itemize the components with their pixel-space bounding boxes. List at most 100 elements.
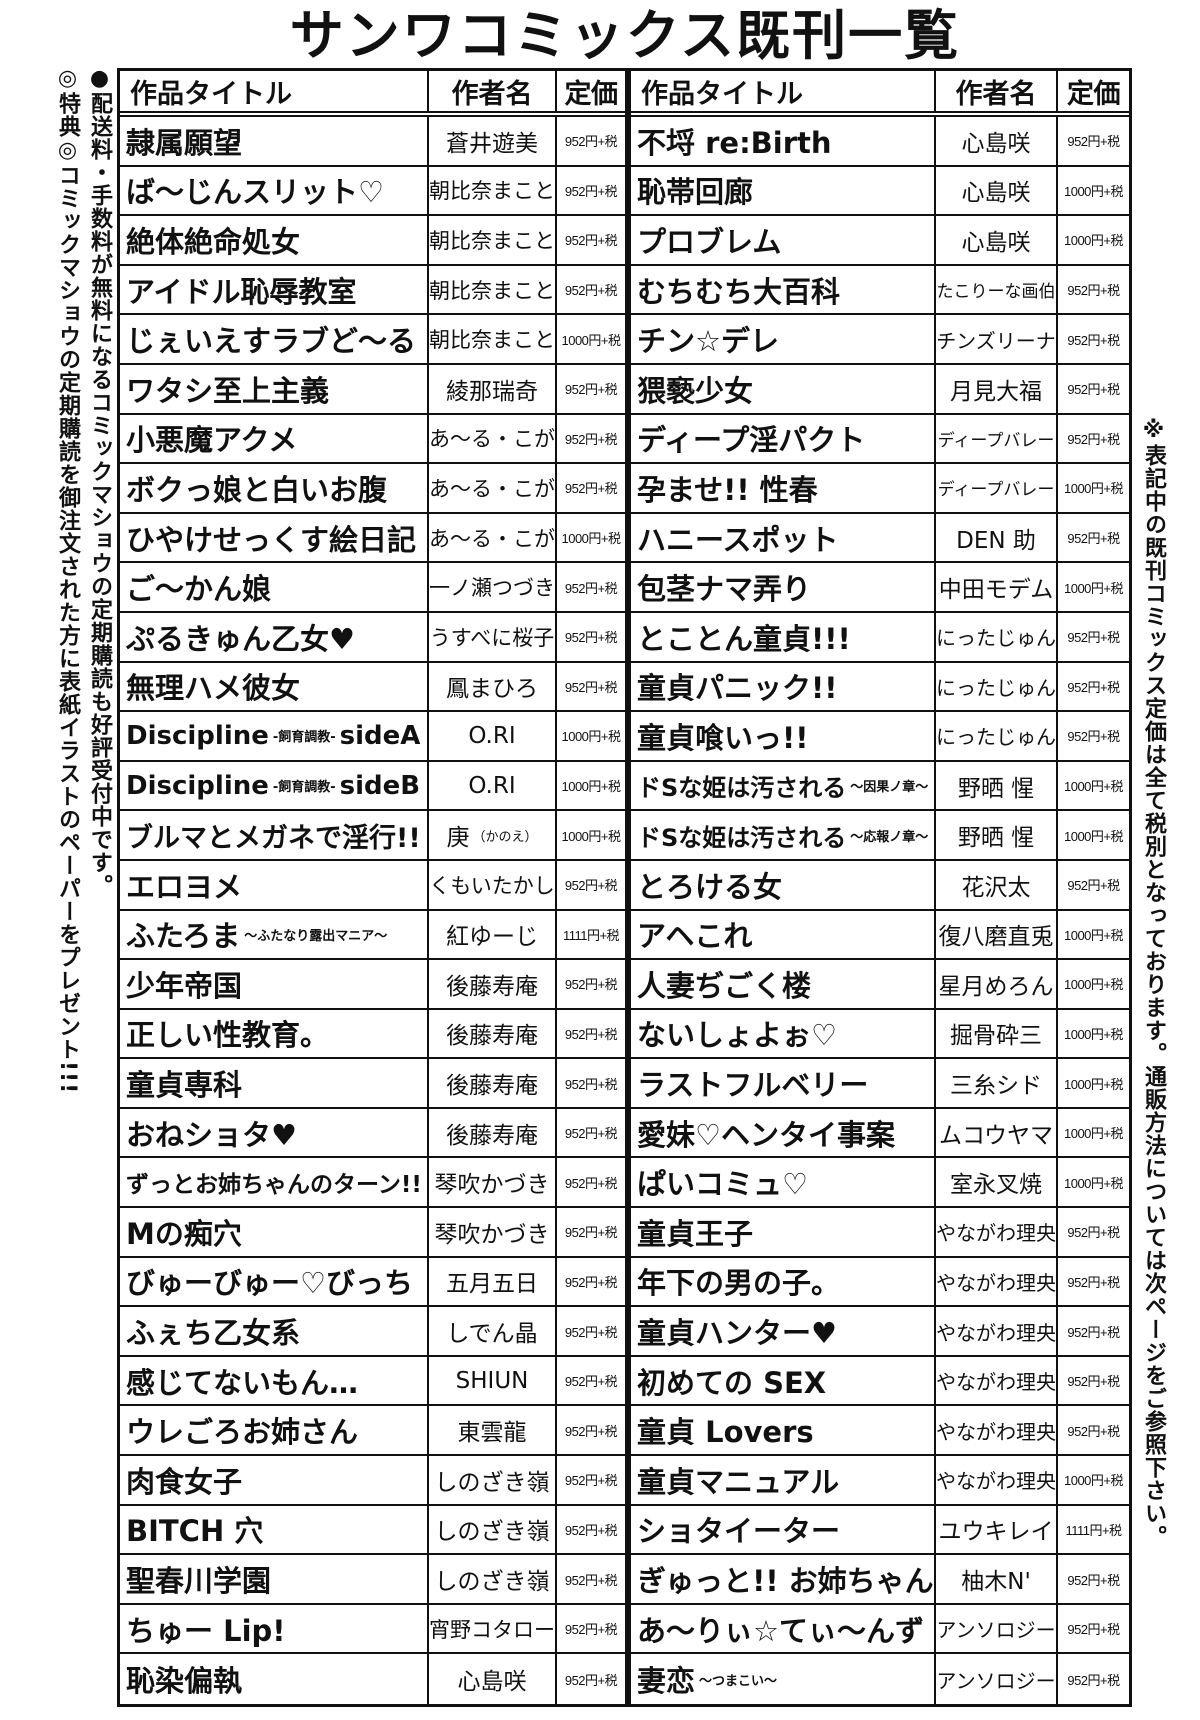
author-name: くもいたかし xyxy=(429,873,555,898)
title-text: ハニースポット xyxy=(637,522,839,557)
price-cell: 1000円+税 xyxy=(1063,1026,1124,1042)
author-name: 後藤寿庵 xyxy=(446,1023,538,1050)
title-cell: 正しい性教育。 xyxy=(120,1009,429,1058)
price-cell: 1000円+税 xyxy=(561,729,621,745)
table-row: じぇいえすラブど～る 朝比奈まこと 1000円+税 xyxy=(120,315,625,365)
author-name: たこりーな画伯 xyxy=(936,282,1056,303)
title-text: ぱいコミュ♡ xyxy=(637,1167,808,1202)
price-cell: 952円+税 xyxy=(564,1374,618,1390)
table-row: 童貞 Lovers やながわ理央 952円+税 xyxy=(631,1406,1129,1457)
author-name: 野晒 惺 xyxy=(957,775,1035,802)
table-row: アヘこれ 復八磨直兎 1000円+税 xyxy=(631,910,1129,961)
title-cell: ずっとお姉ちゃんのターン!! xyxy=(120,1158,429,1207)
title-text: 恥染偏執 xyxy=(126,1664,243,1699)
page-title: サンワコミックス既刊一覧 xyxy=(289,4,961,67)
title-text: 不埒 re:Birth xyxy=(637,125,832,160)
title-cell: ドSな姫は汚される ～因果ノ章～ xyxy=(631,761,936,810)
table-header: 作品タイトル 作者名 定価 xyxy=(120,71,625,117)
title-cell: 孕ませ!! 性春 xyxy=(631,464,936,512)
title-text: 年下の男の子。 xyxy=(637,1266,841,1301)
title-text: 童貞パニック!! xyxy=(637,671,838,706)
table-row: 猥褻少女 月見大福 952円+税 xyxy=(631,364,1129,415)
title-cell: ご～かん娘 xyxy=(120,563,429,611)
title-cell: ドSな姫は汚される ～応報ノ章～ xyxy=(631,811,936,859)
author-name: やながわ理央 xyxy=(936,1370,1056,1395)
title-text: 無理ハメ彼女 xyxy=(126,671,301,706)
title-text: プロブレム xyxy=(637,224,782,259)
author-cell: 東雲龍 xyxy=(429,1406,557,1455)
price-cell: 952円+税 xyxy=(1067,1672,1120,1688)
table-row: ば～じんスリット♡ 朝比奈まこと 952円+税 xyxy=(120,166,625,217)
table-row: ウレごろお姉さん 東雲龍 952円+税 xyxy=(120,1406,625,1457)
author-name: やながわ理央 xyxy=(936,1419,1056,1444)
title-cell: 童貞専科 xyxy=(120,1059,429,1107)
author-cell: 中田モデム xyxy=(936,563,1058,611)
title-subtitle: ～つまこい～ xyxy=(699,1673,778,1689)
author-name: しでん晶 xyxy=(446,1321,538,1348)
title-text: アイドル恥辱教室 xyxy=(126,274,357,309)
author-name: アンソロジー xyxy=(936,1668,1056,1693)
bonus-note: ◎特典◎コミックマショウの定期購読を御注文された方に表紙イラストのペーパーをプレ… xyxy=(55,66,80,1095)
author-name: しのざき嶺 xyxy=(434,1469,550,1496)
price-cell: 952円+税 xyxy=(1067,382,1120,398)
author-cell: 室永叉焼 xyxy=(936,1158,1058,1207)
table-row: 少年帝国 後藤寿庵 952円+税 xyxy=(120,960,625,1010)
title-cell: Discipline -飼育調教-sideA xyxy=(120,712,429,760)
title-text: とことん童貞!!! xyxy=(637,621,851,656)
price-cell: 952円+税 xyxy=(1067,332,1120,348)
author-cell: 心島咲 xyxy=(429,1654,557,1704)
header-author: 作者名 xyxy=(936,71,1058,111)
author-name: 心島咲 xyxy=(457,1669,527,1696)
title-cell: 恥帯回廊 xyxy=(631,166,936,215)
title-text: ば～じんスリット♡ xyxy=(126,175,384,210)
author-cell: 五月五日 xyxy=(429,1257,557,1306)
header-price: 定価 xyxy=(564,78,619,109)
price-cell: 952円+税 xyxy=(564,233,618,249)
author-name: 心島咲 xyxy=(961,180,1031,207)
title-cell: 少年帝国 xyxy=(120,960,429,1008)
author-cell: 後藤寿庵 xyxy=(429,1059,557,1107)
title-text: 肉食女子 xyxy=(126,1464,243,1499)
title-text: ぎゅっと!! お姉ちゃん xyxy=(637,1564,934,1599)
author-name: 琴吹かづき xyxy=(434,1221,550,1248)
price-cell: 952円+税 xyxy=(564,1175,618,1191)
author-name: ムコウヤマ xyxy=(938,1122,1054,1149)
author-name: 朝比奈まこと xyxy=(429,228,555,253)
title-cell: 年下の男の子。 xyxy=(631,1257,936,1306)
author-cell: 庚（かのえ） xyxy=(429,811,557,859)
table-row: 人妻ぢごく楼 星月めろん 1000円+税 xyxy=(631,960,1129,1010)
table-row: ドSな姫は汚される ～因果ノ章～ 野晒 惺 1000円+税 xyxy=(631,761,1129,812)
title-text: ブルマとメガネで淫行!! xyxy=(126,822,421,854)
title-cell: とことん童貞!!! xyxy=(631,612,936,661)
table-row: おねショタ♥ 後藤寿庵 952円+税 xyxy=(120,1108,625,1159)
author-name: 蒼井遊美 xyxy=(446,130,538,157)
title-cell: ボクっ娘と白いお腹 xyxy=(120,464,429,512)
price-cell: 952円+税 xyxy=(1067,878,1120,894)
author-cell: 星月めろん xyxy=(936,960,1058,1008)
title-text: 人妻ぢごく楼 xyxy=(637,968,812,1003)
title-text: ウレごろお姉さん xyxy=(126,1415,359,1450)
title-subtitle: ～ふたなり露出マニア～ xyxy=(244,928,388,944)
title-cell: Discipline -飼育調教-sideB xyxy=(120,761,429,810)
author-cell: 後藤寿庵 xyxy=(429,960,557,1008)
table-row: 孕ませ!! 性春 ディープバレー 1000円+税 xyxy=(631,464,1129,514)
title-cell: ぎゅっと!! お姉ちゃん xyxy=(631,1555,936,1603)
author-cell: 綾那瑞奇 xyxy=(429,364,557,413)
title-cell: ブルマとメガネで淫行!! xyxy=(120,811,429,859)
author-name: 星月めろん xyxy=(938,973,1054,1000)
table-header: 作品タイトル 作者名 定価 xyxy=(631,71,1129,117)
author-cell: 復八磨直兎 xyxy=(936,910,1058,959)
title-cell: 小悪魔アクメ xyxy=(120,414,429,463)
price-cell: 952円+税 xyxy=(564,1672,618,1688)
author-cell: チンズリーナ xyxy=(936,315,1058,363)
author-name: 朝比奈まこと xyxy=(429,278,555,303)
author-name: にったじゅん xyxy=(936,725,1056,750)
price-cell: 1000円+税 xyxy=(1063,183,1124,199)
table-row: びゅーびゅー♡びっち 五月五日 952円+税 xyxy=(120,1257,625,1308)
title-cell: 愛妹♡ヘンタイ事案 xyxy=(631,1108,936,1157)
price-cell: 1000円+税 xyxy=(1063,233,1124,249)
author-cell: O.RI xyxy=(429,712,557,760)
author-cell: 蒼井遊美 xyxy=(429,117,557,165)
title-text: ふたろま xyxy=(126,919,241,954)
author-cell: 紅ゆーじ xyxy=(429,910,557,959)
